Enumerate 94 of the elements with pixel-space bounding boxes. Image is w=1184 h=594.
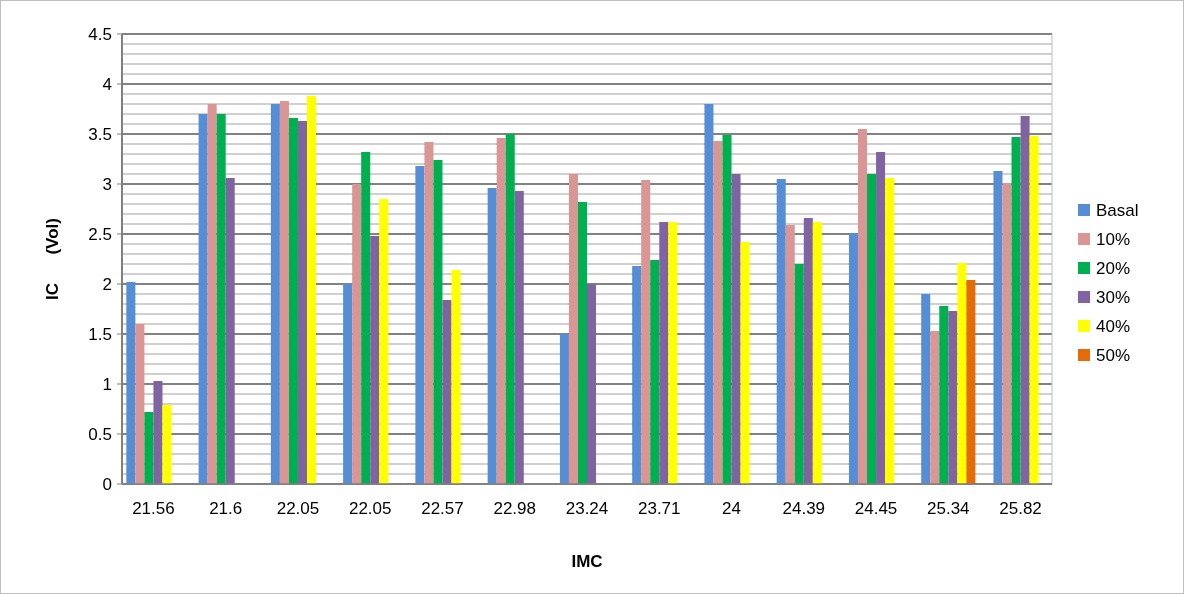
bar xyxy=(153,381,163,484)
legend-label: 40% xyxy=(1096,316,1131,336)
legend-label: 20% xyxy=(1096,258,1131,278)
x-tick-label: 25.82 xyxy=(999,499,1042,518)
x-tick-label: 22.98 xyxy=(493,499,537,518)
bar xyxy=(659,222,669,484)
bar xyxy=(225,178,235,484)
bar xyxy=(668,222,678,484)
bar xyxy=(867,174,877,484)
x-tick-label: 21.56 xyxy=(132,499,175,518)
bar xyxy=(1029,136,1039,484)
bar xyxy=(713,141,723,484)
bar xyxy=(352,184,362,484)
bar xyxy=(803,218,813,484)
bar xyxy=(812,222,822,484)
bar xyxy=(442,300,452,484)
bar xyxy=(731,174,741,484)
bar xyxy=(297,121,307,484)
x-tick-label: 22.05 xyxy=(348,499,392,518)
bar xyxy=(433,160,443,484)
bar xyxy=(306,96,317,484)
x-axis-title: IMC xyxy=(571,552,603,571)
bar xyxy=(577,202,587,484)
bar xyxy=(740,242,750,484)
bar xyxy=(722,135,732,484)
bar xyxy=(921,294,931,484)
bar xyxy=(451,270,461,484)
bar xyxy=(559,334,569,484)
bar xyxy=(496,138,506,484)
bar xyxy=(487,188,497,484)
bar xyxy=(1002,183,1012,484)
y-tick-label: 1.5 xyxy=(88,324,112,344)
bar xyxy=(1011,137,1021,484)
x-tick-label: 23.24 xyxy=(565,499,609,518)
bar xyxy=(216,114,226,484)
bar xyxy=(288,118,298,484)
y-tick-label: 3.5 xyxy=(88,124,112,144)
bar xyxy=(930,331,940,484)
bar xyxy=(343,284,353,484)
bar xyxy=(424,142,434,484)
x-tick-label: 24.45 xyxy=(854,499,898,518)
bar xyxy=(270,104,280,484)
y-tick-label: 3 xyxy=(102,174,112,194)
bar xyxy=(939,306,949,484)
y-tick-label: 1 xyxy=(102,374,112,394)
bar xyxy=(704,104,714,484)
bar xyxy=(641,180,651,484)
bar xyxy=(198,114,208,484)
bar xyxy=(135,324,145,484)
bar xyxy=(776,179,786,484)
x-tick-label: 24 xyxy=(722,499,741,518)
y-tick-label: 0.5 xyxy=(88,424,112,444)
y-tick-label: 2 xyxy=(102,274,112,294)
legend-label: 10% xyxy=(1096,229,1131,249)
y-tick-label: 4 xyxy=(102,74,112,94)
bar xyxy=(876,152,886,484)
y-tick-label: 4.5 xyxy=(88,24,112,44)
x-tick-label: 21.6 xyxy=(209,499,243,518)
bar xyxy=(162,405,172,484)
x-tick-label: 23.71 xyxy=(637,499,681,518)
x-tick-label: 24.39 xyxy=(782,499,826,518)
bar xyxy=(957,263,967,484)
bar xyxy=(993,171,1003,484)
y-tick-label: 2.5 xyxy=(88,224,112,244)
bar xyxy=(948,311,958,484)
bar xyxy=(794,264,804,484)
bar xyxy=(848,233,858,484)
legend-label: 50% xyxy=(1096,345,1131,365)
bar xyxy=(370,236,380,484)
bar xyxy=(379,199,389,484)
bar xyxy=(126,282,136,484)
bar xyxy=(505,134,515,484)
bar xyxy=(361,152,371,484)
bar xyxy=(1020,116,1030,484)
legend-label: Basal xyxy=(1096,200,1139,220)
bar xyxy=(144,412,154,484)
bar xyxy=(568,174,578,484)
bar xyxy=(785,225,795,484)
bar xyxy=(650,260,660,484)
bar xyxy=(885,178,895,484)
y-tick-label: 0 xyxy=(102,474,112,494)
bar xyxy=(207,104,217,484)
legend-label: 30% xyxy=(1096,287,1131,307)
bar xyxy=(514,191,524,484)
y-axis-title: IC (Vol) xyxy=(43,218,62,300)
x-tick-label: 22.05 xyxy=(276,499,320,518)
bar xyxy=(632,266,642,484)
bar xyxy=(966,280,976,484)
bar xyxy=(857,129,868,484)
bar xyxy=(279,101,289,484)
x-tick-label: 22.57 xyxy=(421,499,464,518)
x-tick-label: 25.34 xyxy=(927,499,970,518)
bar xyxy=(587,284,597,484)
bar xyxy=(415,166,425,484)
